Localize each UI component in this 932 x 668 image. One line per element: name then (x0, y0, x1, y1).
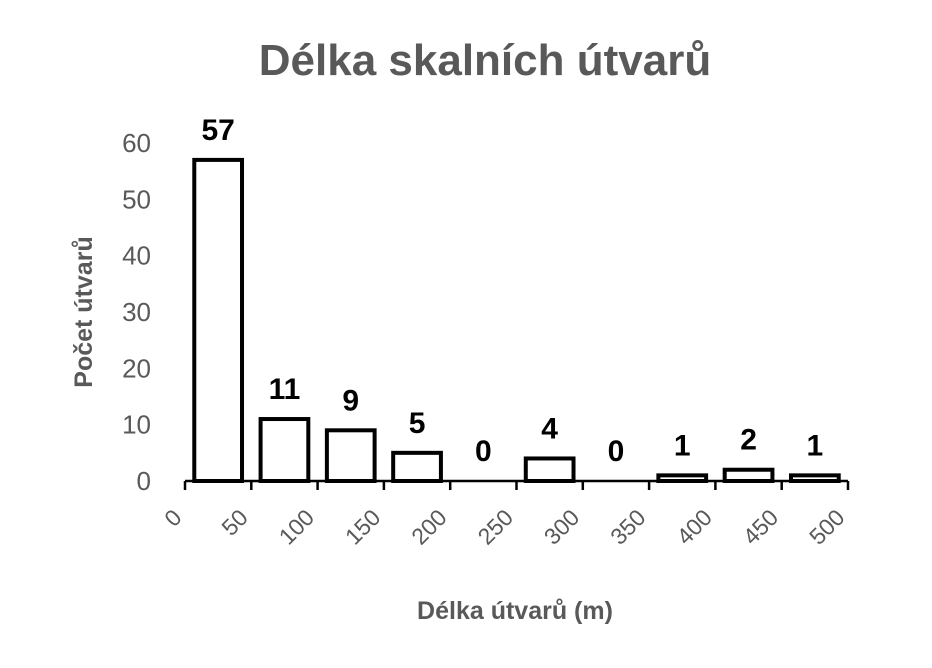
data-labels: 57 11 9 5 0 4 0 1 2 1 (201, 114, 823, 468)
data-label: 2 (740, 424, 757, 457)
x-tick-label: 500 (804, 504, 850, 550)
x-tick-label: 300 (539, 504, 585, 550)
x-axis-label: Délka útvarů (m) (417, 597, 613, 625)
x-axis (183, 479, 850, 490)
y-tick-label: 10 (122, 410, 151, 440)
x-tick-label: 50 (216, 504, 252, 540)
bar (391, 450, 443, 484)
bar (324, 428, 377, 483)
y-tick-label: 30 (122, 297, 151, 327)
data-label: 1 (674, 429, 691, 462)
x-tick-label: 250 (473, 504, 519, 550)
data-label: 11 (269, 373, 301, 406)
x-tick-label: 200 (406, 504, 452, 550)
data-label: 1 (807, 429, 824, 462)
y-axis-label: Počet útvarů (70, 236, 98, 387)
y-tick-label: 0 (137, 466, 151, 496)
data-label: 0 (475, 435, 492, 468)
x-tick-label: 400 (671, 504, 717, 550)
y-tick-label: 60 (122, 128, 151, 158)
y-tick-label: 50 (122, 184, 151, 214)
bar (192, 157, 245, 483)
x-tick-label: 450 (738, 504, 784, 550)
data-label: 5 (409, 407, 426, 440)
data-label: 9 (342, 384, 359, 417)
x-tick-label: 150 (340, 504, 386, 550)
data-label: 4 (541, 412, 558, 445)
bar (722, 467, 775, 484)
bars (192, 157, 841, 484)
x-tick-label: 100 (274, 504, 320, 550)
data-label: 57 (201, 114, 234, 147)
x-tick-label: 0 (159, 504, 186, 531)
bar (258, 417, 311, 483)
y-tick-label: 40 (122, 241, 151, 271)
x-tick-label: 350 (605, 504, 651, 550)
chart-title: Délka skalních útvarů (259, 36, 711, 85)
y-tick-labels: 0 10 20 30 40 50 60 (122, 128, 151, 496)
bar (523, 456, 576, 484)
y-tick-label: 20 (122, 353, 151, 383)
data-label: 0 (608, 435, 625, 468)
x-tick-labels: 0 50 100 150 200 250 300 350 400 450 500 (159, 504, 849, 550)
